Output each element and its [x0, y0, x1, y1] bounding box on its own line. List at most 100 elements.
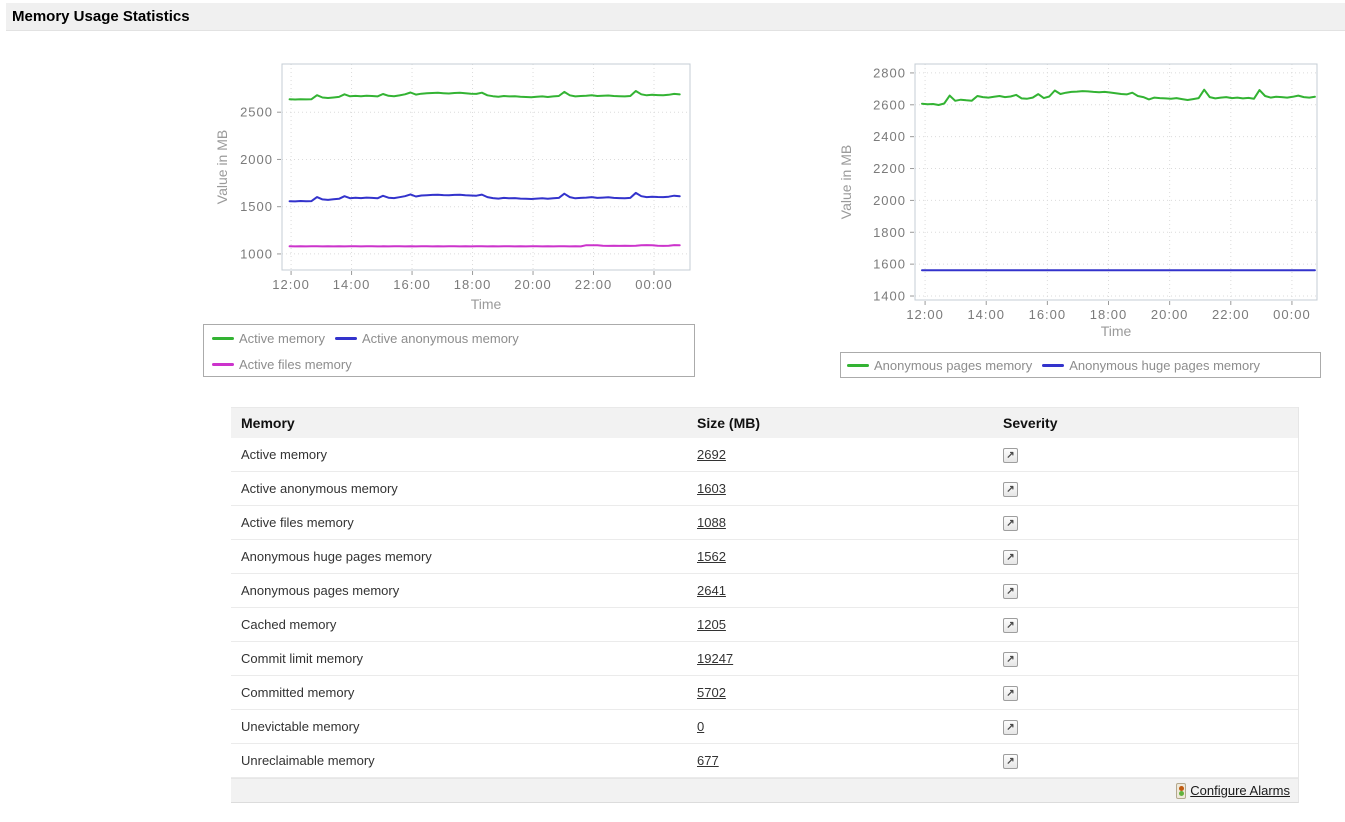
legend-label: Anonymous huge pages memory — [1069, 357, 1261, 373]
size-link[interactable]: 1205 — [697, 617, 726, 632]
memory-name: Cached memory — [241, 617, 337, 632]
memory-table: Memory Size (MB) Severity Active memory … — [231, 407, 1299, 803]
severity-arrow-glyph: ↗ — [1006, 688, 1015, 699]
table-row: Commit limit memory 19247 ↗ — [231, 642, 1298, 676]
size-link[interactable]: 677 — [697, 753, 719, 768]
svg-text:2800: 2800 — [873, 65, 906, 80]
table-row: Active anonymous memory 1603 ↗ — [231, 472, 1298, 506]
severity-icon[interactable]: ↗ — [1003, 720, 1018, 735]
legend-swatch-icon — [212, 336, 234, 340]
svg-text:18:00: 18:00 — [1090, 307, 1128, 322]
page-title: Memory Usage Statistics — [12, 8, 190, 25]
svg-text:1500: 1500 — [240, 199, 273, 214]
severity-arrow-glyph: ↗ — [1006, 518, 1015, 529]
header-memory: Memory — [241, 415, 295, 431]
table-footer: Configure Alarms — [231, 778, 1298, 802]
configure-alarms-label: Configure Alarms — [1190, 783, 1290, 798]
svg-text:2000: 2000 — [873, 193, 906, 208]
severity-icon[interactable]: ↗ — [1003, 754, 1018, 769]
size-link[interactable]: 5702 — [697, 685, 726, 700]
svg-text:Value in MB: Value in MB — [214, 130, 230, 204]
legend-label: Anonymous pages memory — [874, 357, 1033, 373]
svg-text:Time: Time — [471, 296, 502, 312]
svg-text:2600: 2600 — [873, 97, 906, 112]
memory-name: Anonymous pages memory — [241, 583, 400, 598]
memory-name: Active files memory — [241, 515, 354, 530]
svg-text:22:00: 22:00 — [1212, 307, 1250, 322]
svg-text:1600: 1600 — [873, 257, 906, 272]
severity-icon[interactable]: ↗ — [1003, 686, 1018, 701]
header-severity: Severity — [1003, 415, 1058, 431]
memory-name: Commit limit memory — [241, 651, 364, 666]
severity-icon[interactable]: ↗ — [1003, 516, 1018, 531]
table-row: Committed memory 5702 ↗ — [231, 676, 1298, 710]
size-link[interactable]: 2641 — [697, 583, 726, 598]
severity-arrow-glyph: ↗ — [1006, 586, 1015, 597]
svg-text:1800: 1800 — [873, 225, 906, 240]
size-link[interactable]: 1088 — [697, 515, 726, 530]
severity-arrow-glyph: ↗ — [1006, 620, 1015, 631]
table-row: Unevictable memory 0 ↗ — [231, 710, 1298, 744]
page-header: Memory Usage Statistics — [6, 3, 1345, 31]
svg-text:Value in MB: Value in MB — [838, 145, 854, 219]
svg-text:Time: Time — [1101, 323, 1132, 339]
severity-arrow-glyph: ↗ — [1006, 756, 1015, 767]
svg-text:14:00: 14:00 — [333, 277, 371, 292]
traffic-light-green-dot — [1178, 790, 1184, 796]
traffic-light-icon — [1176, 782, 1187, 799]
svg-text:16:00: 16:00 — [1029, 307, 1067, 322]
size-link[interactable]: 19247 — [697, 651, 734, 666]
severity-icon[interactable]: ↗ — [1003, 584, 1018, 599]
size-link[interactable]: 1562 — [697, 549, 726, 564]
table-row: Anonymous huge pages memory 1562 ↗ — [231, 540, 1298, 574]
severity-arrow-glyph: ↗ — [1006, 722, 1015, 733]
size-link[interactable]: 0 — [697, 719, 705, 734]
severity-icon[interactable]: ↗ — [1003, 448, 1018, 463]
severity-icon[interactable]: ↗ — [1003, 482, 1018, 497]
legend-swatch-icon — [334, 336, 357, 340]
svg-text:12:00: 12:00 — [272, 277, 310, 292]
svg-text:20:00: 20:00 — [1151, 307, 1189, 322]
memory-name: Unreclaimable memory — [241, 753, 375, 768]
legend-item: Anonymous pages memory — [847, 358, 1032, 373]
svg-text:22:00: 22:00 — [575, 277, 613, 292]
svg-text:2200: 2200 — [873, 161, 906, 176]
memory-name: Anonymous huge pages memory — [241, 549, 432, 564]
svg-text:2000: 2000 — [240, 152, 273, 167]
traffic-light-red-dot — [1178, 785, 1184, 791]
severity-icon[interactable]: ↗ — [1003, 652, 1018, 667]
severity-arrow-glyph: ↗ — [1006, 552, 1015, 563]
legend-item: Active files memory — [212, 357, 352, 372]
header-size: Size (MB) — [697, 415, 760, 431]
svg-text:16:00: 16:00 — [393, 277, 431, 292]
memory-name: Active anonymous memory — [241, 481, 398, 496]
legend-row: Anonymous pages memory Anonymous huge pa… — [841, 353, 1320, 377]
table-row: Unreclaimable memory 677 ↗ — [231, 744, 1298, 778]
svg-text:18:00: 18:00 — [454, 277, 492, 292]
svg-text:2500: 2500 — [240, 105, 273, 120]
svg-text:00:00: 00:00 — [1273, 307, 1311, 322]
memory-name: Active memory — [241, 447, 327, 462]
table-header-row: Memory Size (MB) Severity — [231, 407, 1298, 438]
configure-alarms-link[interactable]: Configure Alarms — [1176, 782, 1290, 799]
size-link[interactable]: 2692 — [697, 447, 726, 462]
severity-arrow-glyph: ↗ — [1006, 484, 1015, 495]
svg-text:12:00: 12:00 — [906, 307, 944, 322]
anonymous-memory-legend: Anonymous pages memory Anonymous huge pa… — [840, 352, 1321, 378]
legend-label: Active memory — [239, 330, 325, 346]
table-row: Cached memory 1205 ↗ — [231, 608, 1298, 642]
active-memory-chart: 1000 1500 2000 2500 12:00 14:00 16:00 18:00 20:0… — [200, 55, 700, 320]
size-link[interactable]: 1603 — [697, 481, 726, 496]
legend-swatch-icon — [1042, 363, 1065, 367]
legend-item: Active anonymous memory — [334, 331, 519, 346]
severity-icon[interactable]: ↗ — [1003, 618, 1018, 633]
svg-text:2400: 2400 — [873, 129, 906, 144]
legend-swatch-icon — [212, 362, 234, 366]
severity-icon[interactable]: ↗ — [1003, 550, 1018, 565]
table-row: Active files memory 1088 ↗ — [231, 506, 1298, 540]
active-memory-legend: Active memory Active anonymous memory Ac… — [203, 324, 695, 377]
legend-row: Active memory Active anonymous memory — [204, 325, 694, 351]
svg-text:1400: 1400 — [873, 289, 906, 304]
legend-item: Active memory — [212, 331, 325, 346]
memory-name: Unevictable memory — [241, 719, 360, 734]
